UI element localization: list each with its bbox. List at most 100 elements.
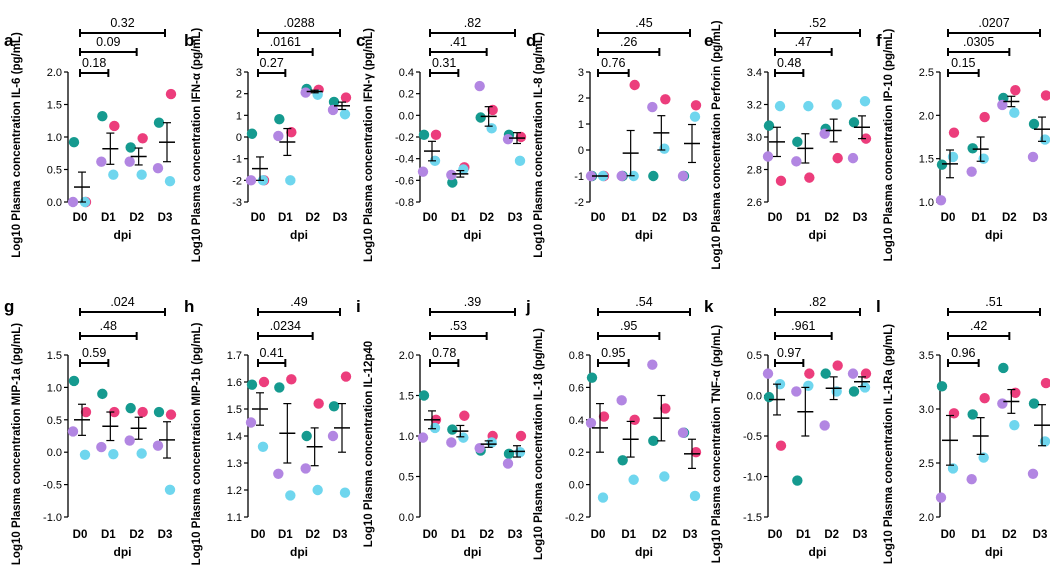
data-point-D0-cyan bbox=[774, 100, 786, 112]
data-point-D2-purple bbox=[647, 359, 658, 370]
data-point-D1-cyan bbox=[285, 490, 296, 501]
panel-l: l 2.0 2.5 3.0 3.5 Log10 Plasma concentration … bbox=[876, 295, 1050, 564]
p-value-label: 0.32 bbox=[110, 16, 134, 30]
data-point-D1-purple bbox=[96, 156, 107, 167]
panel-label: h bbox=[184, 297, 194, 316]
data-point-D0-purple bbox=[67, 196, 79, 208]
data-point-D3-cyan bbox=[859, 382, 871, 393]
y-tick-label: 2 bbox=[236, 89, 242, 101]
x-axis-label: dpi bbox=[114, 228, 132, 242]
data-point-D2-teal bbox=[125, 142, 136, 153]
data-point-D0-teal bbox=[418, 129, 430, 141]
data-point-D3-pink bbox=[1040, 377, 1050, 389]
p-value-label: 0.09 bbox=[96, 35, 120, 49]
data-point-D1-teal bbox=[967, 409, 978, 420]
data-point-D3-pink bbox=[340, 371, 352, 382]
y-tick-label: -0.2 bbox=[565, 512, 584, 524]
data-point-D2-cyan bbox=[1009, 420, 1020, 431]
p-value-label: .54 bbox=[635, 295, 652, 309]
x-tick-label: D0 bbox=[768, 529, 783, 541]
data-point-D1-cyan bbox=[285, 175, 296, 186]
data-point-D3-cyan bbox=[1039, 436, 1050, 447]
x-axis-label: dpi bbox=[985, 228, 1003, 242]
data-point-D1-cyan bbox=[978, 452, 989, 463]
y-tick-label: -1.0 bbox=[43, 512, 62, 524]
data-point-D3-pink bbox=[690, 447, 702, 458]
data-point-D2-pink bbox=[137, 133, 148, 144]
data-point-D0-purple bbox=[585, 417, 597, 429]
data-point-D1-teal bbox=[792, 136, 803, 148]
y-tick-label: 3.2 bbox=[747, 100, 762, 112]
data-point-D0-purple bbox=[67, 426, 79, 437]
x-tick-label: D2 bbox=[305, 212, 320, 224]
p-value-label: .0288 bbox=[283, 16, 314, 30]
x-tick-label: D1 bbox=[796, 212, 811, 224]
y-tick-label: 3 bbox=[578, 67, 584, 79]
panel-label: f bbox=[876, 31, 882, 50]
y-tick-label: -0.8 bbox=[395, 197, 414, 209]
data-point-D2-teal bbox=[820, 368, 831, 379]
data-point-D1-teal bbox=[967, 143, 978, 154]
p-value-label: 0.97 bbox=[777, 346, 801, 360]
panel-f: f 1.0 1.5 2.0 2.5 Log10 Plasma concentration … bbox=[876, 16, 1050, 261]
data-point-D3-purple bbox=[677, 170, 689, 182]
x-tick-label: D0 bbox=[73, 529, 88, 541]
x-tick-label: D0 bbox=[423, 212, 438, 224]
y-tick-label: 1.1 bbox=[227, 512, 242, 524]
p-value-label: 0.15 bbox=[951, 56, 975, 70]
x-tick-label: D1 bbox=[796, 529, 811, 541]
data-point-D2-teal bbox=[648, 170, 659, 182]
x-axis-label: dpi bbox=[635, 228, 653, 242]
data-point-D2-pink bbox=[487, 104, 498, 116]
p-value-label: .95 bbox=[620, 319, 637, 333]
data-point-D0-cyan bbox=[947, 463, 959, 474]
x-tick-label: D2 bbox=[652, 529, 667, 541]
data-point-D0-cyan bbox=[597, 492, 609, 503]
data-point-D3-pink bbox=[165, 409, 177, 420]
data-point-D3-purple bbox=[677, 427, 689, 438]
y-axis-label: Log10 Plasma concentration IL-1Ra (pg/mL… bbox=[883, 324, 895, 564]
x-tick-label: D1 bbox=[971, 212, 986, 224]
x-tick-label: D3 bbox=[683, 529, 698, 541]
data-point-D0-purple bbox=[935, 492, 947, 503]
data-point-D3-cyan bbox=[514, 447, 526, 458]
x-tick-label: D2 bbox=[824, 529, 839, 541]
data-point-D2-cyan bbox=[486, 437, 497, 448]
data-point-D1-pink bbox=[109, 406, 120, 418]
p-value-label: .47 bbox=[795, 35, 812, 49]
data-point-D1-teal bbox=[447, 424, 458, 435]
data-point-D0-pink bbox=[775, 175, 787, 187]
data-point-D3-cyan bbox=[689, 111, 701, 122]
y-tick-label: -2 bbox=[232, 175, 242, 187]
data-point-D3-cyan bbox=[164, 176, 176, 187]
data-point-D0-teal bbox=[68, 375, 80, 387]
data-point-D3-purple bbox=[152, 440, 164, 451]
data-point-D3-teal bbox=[848, 117, 860, 128]
p-value-label: .024 bbox=[110, 295, 134, 309]
x-tick-label: D0 bbox=[591, 529, 606, 541]
x-tick-label: D2 bbox=[1002, 529, 1017, 541]
data-point-D3-purple bbox=[1027, 468, 1039, 479]
y-axis-label: Log10 Plasma concentration MIP-1b (pg/mL… bbox=[191, 322, 203, 565]
data-point-D1-pink bbox=[286, 127, 297, 138]
panel-a: a 0.0 0.5 1.0 1.5 2.0 Log10 Plasma concentrati… bbox=[4, 16, 177, 258]
y-axis-label: Log10 Plasma concentration TNF-α (pg/mL) bbox=[711, 325, 723, 564]
p-value-label: 0.18 bbox=[82, 56, 106, 70]
data-point-D0-purple bbox=[245, 417, 257, 428]
y-tick-label: -2 bbox=[574, 197, 584, 209]
data-point-D1-purple bbox=[616, 170, 627, 182]
y-tick-label: -1 bbox=[574, 171, 584, 183]
x-tick-label: D1 bbox=[451, 212, 466, 224]
data-point-D1-teal bbox=[274, 114, 285, 125]
p-value-label: 0.41 bbox=[259, 346, 283, 360]
y-tick-label: -1.0 bbox=[743, 472, 762, 484]
y-tick-label: 3.0 bbox=[747, 132, 762, 144]
x-axis-label: dpi bbox=[114, 545, 132, 559]
y-tick-label: 0.0 bbox=[47, 197, 62, 209]
y-tick-label: 0.2 bbox=[399, 89, 414, 101]
y-tick-label: 2.8 bbox=[747, 165, 762, 177]
data-point-D3-teal bbox=[328, 401, 340, 412]
x-tick-label: D2 bbox=[305, 529, 320, 541]
data-point-D0-teal bbox=[246, 128, 258, 139]
